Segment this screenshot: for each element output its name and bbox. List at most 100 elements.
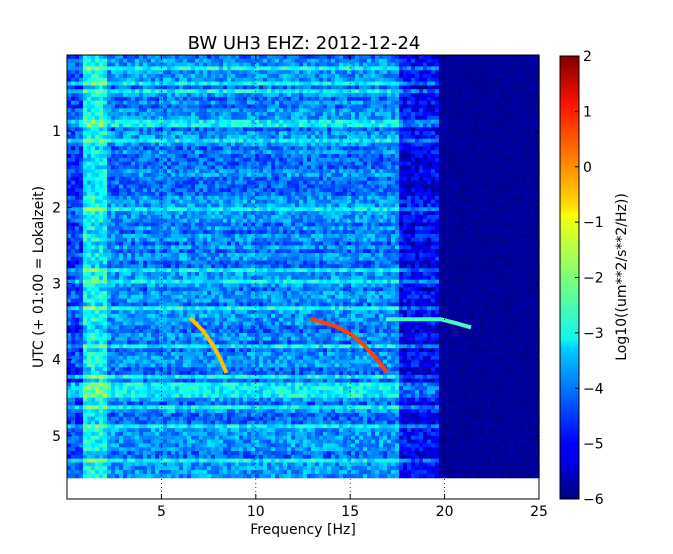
- heatmap-cell: [183, 58, 188, 64]
- heatmap-cell: [107, 81, 112, 87]
- heatmap-cell: [307, 55, 312, 60]
- heatmap-cell: [359, 58, 364, 64]
- heatmap-cell: [123, 62, 128, 68]
- heatmap-cell: [275, 112, 280, 117]
- heatmap-cell: [495, 119, 500, 125]
- heatmap-cell: [199, 146, 204, 151]
- heatmap-cell: [219, 62, 224, 68]
- heatmap-cell: [247, 70, 252, 75]
- heatmap-cell: [247, 142, 252, 147]
- heatmap-cell: [67, 150, 72, 155]
- heatmap-cell: [131, 112, 136, 117]
- heatmap-cell: [475, 66, 480, 71]
- heatmap-cell: [195, 188, 200, 193]
- heatmap-cell: [339, 150, 344, 155]
- heatmap-cell: [399, 180, 404, 186]
- heatmap-cell: [95, 150, 100, 155]
- heatmap-cell: [467, 157, 472, 163]
- heatmap-cell: [211, 123, 216, 128]
- heatmap-cell: [159, 188, 164, 193]
- heatmap-cell: [511, 146, 516, 151]
- heatmap-cell: [159, 146, 164, 151]
- heatmap-cell: [399, 62, 404, 68]
- heatmap-cell: [455, 55, 460, 60]
- heatmap-cell: [195, 180, 200, 186]
- heatmap-cell: [71, 176, 76, 182]
- heatmap-cell: [367, 211, 372, 216]
- heatmap-cell: [531, 142, 536, 147]
- heatmap-cell: [359, 115, 364, 121]
- heatmap-cell: [391, 108, 396, 113]
- heatmap-cell: [327, 74, 332, 79]
- heatmap-cell: [75, 115, 80, 121]
- heatmap-cell: [279, 104, 284, 109]
- heatmap-cell: [255, 157, 260, 163]
- heatmap-cell: [263, 81, 268, 87]
- heatmap-cell: [451, 207, 456, 212]
- heatmap-cell: [451, 157, 456, 163]
- heatmap-cell: [383, 131, 388, 136]
- heatmap-cell: [455, 192, 460, 197]
- heatmap-cell: [423, 104, 428, 109]
- heatmap-cell: [395, 180, 400, 186]
- heatmap-cell: [387, 131, 392, 136]
- heatmap-cell: [163, 195, 168, 201]
- heatmap-cell: [223, 211, 228, 216]
- heatmap-cell: [455, 169, 460, 174]
- heatmap-cell: [279, 138, 284, 144]
- heatmap-cell: [459, 138, 464, 144]
- heatmap-cell: [151, 58, 156, 64]
- heatmap-cell: [315, 119, 320, 125]
- heatmap-cell: [75, 108, 80, 113]
- heatmap-cell: [511, 142, 516, 147]
- heatmap-cell: [371, 195, 376, 201]
- heatmap-cell: [75, 150, 80, 155]
- heatmap-cell: [115, 211, 120, 216]
- heatmap-cell: [271, 112, 276, 117]
- heatmap-cell: [427, 142, 432, 147]
- heatmap-cell: [315, 131, 320, 136]
- heatmap-cell: [211, 119, 216, 125]
- heatmap-cell: [419, 161, 424, 167]
- heatmap-cell: [375, 127, 380, 132]
- heatmap-cell: [495, 142, 500, 147]
- heatmap-cell: [151, 119, 156, 125]
- heatmap-cell: [103, 127, 108, 132]
- heatmap-cell: [107, 96, 112, 102]
- heatmap-cell: [243, 199, 248, 205]
- heatmap-cell: [339, 81, 344, 87]
- heatmap-cell: [195, 89, 200, 94]
- heatmap-cell: [267, 169, 272, 174]
- heatmap-cell: [431, 176, 436, 182]
- heatmap-cell: [227, 70, 232, 75]
- heatmap-cell: [339, 55, 344, 60]
- heatmap-cell: [203, 119, 208, 125]
- heatmap-cell: [199, 211, 204, 216]
- heatmap-cell: [267, 157, 272, 163]
- heatmap-cell: [359, 150, 364, 155]
- heatmap-cell: [99, 157, 104, 163]
- heatmap-cell: [231, 112, 236, 117]
- heatmap-cell: [503, 112, 508, 117]
- heatmap-cell: [355, 199, 360, 205]
- heatmap-cell: [435, 89, 440, 94]
- heatmap-cell: [107, 119, 112, 125]
- heatmap-cell: [375, 112, 380, 117]
- heatmap-cell: [347, 169, 352, 174]
- heatmap-cell: [271, 173, 276, 178]
- heatmap-cell: [383, 115, 388, 121]
- heatmap-cell: [315, 81, 320, 87]
- heatmap-cell: [399, 165, 404, 170]
- heatmap-cell: [479, 85, 484, 90]
- heatmap-cell: [351, 96, 356, 102]
- heatmap-cell: [291, 146, 296, 151]
- heatmap-cell: [267, 115, 272, 121]
- heatmap-cell: [155, 74, 160, 79]
- heatmap-cell: [143, 199, 148, 205]
- heatmap-cell: [295, 108, 300, 113]
- heatmap-cell: [315, 161, 320, 167]
- heatmap-cell: [239, 192, 244, 197]
- heatmap-cell: [111, 142, 116, 147]
- heatmap-cell: [443, 180, 448, 186]
- heatmap-cell: [331, 131, 336, 136]
